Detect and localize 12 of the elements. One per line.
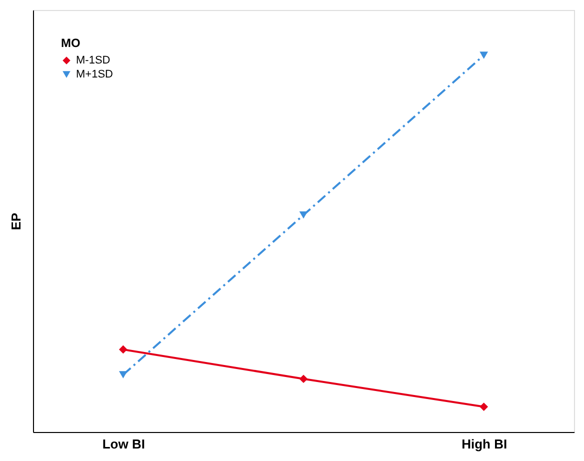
point xyxy=(299,374,308,384)
point xyxy=(118,371,128,378)
legend-title: MO xyxy=(61,36,80,50)
point xyxy=(118,345,128,354)
legend-label: M-1SD xyxy=(76,54,110,66)
y-axis-title: EP xyxy=(8,212,24,230)
x-tick-label: High BI xyxy=(462,436,508,452)
point xyxy=(480,402,488,411)
point xyxy=(299,211,308,219)
x-tick-label: Low BI xyxy=(102,436,145,452)
point xyxy=(480,52,488,59)
legend-label: M+1SD xyxy=(76,68,114,80)
